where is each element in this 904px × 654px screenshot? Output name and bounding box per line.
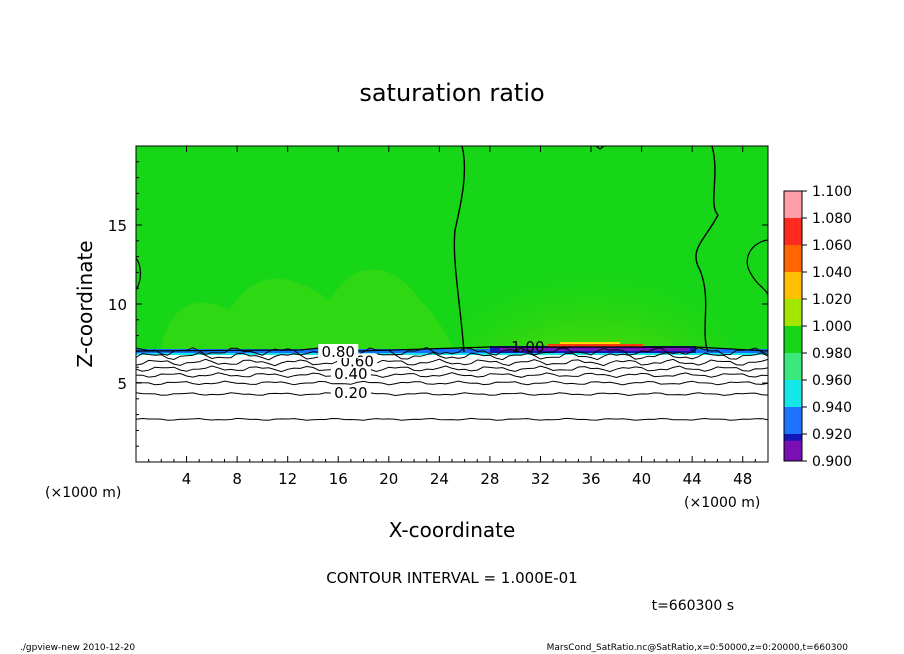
x-tick-label: 24 — [430, 470, 449, 488]
x-tick-label: 48 — [733, 470, 752, 488]
colorbar-label: 1.000 — [812, 319, 852, 335]
colorbar-label: 0.980 — [812, 346, 852, 362]
x-tick-label: 28 — [480, 470, 499, 488]
colorbar-label: 1.060 — [812, 238, 852, 254]
x-axis-unit-right: (×1000 m) — [684, 495, 760, 511]
contour-line — [136, 417, 768, 421]
contour-line — [136, 365, 768, 373]
cloud-base-band — [136, 349, 768, 353]
colorbar-label: 1.040 — [812, 265, 852, 281]
contour-1.00-right — [695, 146, 719, 353]
x-tick-label: 44 — [683, 470, 702, 488]
x-tick-label: 4 — [182, 470, 192, 488]
colorbar: 1.100 1.080 1.060 1.040 1.020 1.000 0.980 0.960… — [783, 184, 852, 470]
colorbar-swatch — [784, 191, 802, 218]
x-tick-label: 32 — [531, 470, 550, 488]
contour-lines — [136, 347, 768, 421]
colorbar-label: 1.020 — [812, 292, 852, 308]
contour-1.00-edge — [136, 257, 142, 291]
x-axis-ticks: 4 8 12 16 20 24 28 32 36 40 44 48 — [148, 146, 756, 488]
colorbar-swatch — [784, 245, 802, 272]
contour-label: 0.80 — [322, 343, 355, 361]
chart-title: saturation ratio — [359, 79, 544, 107]
x-tick-label: 12 — [278, 470, 297, 488]
x-tick-label: 16 — [329, 470, 348, 488]
contour-interval-text: CONTOUR INTERVAL = 1.000E-01 — [326, 569, 577, 587]
red-streak — [548, 344, 643, 347]
colorbar-label: 0.940 — [812, 400, 852, 416]
x-axis-label: X-coordinate — [389, 518, 516, 542]
colorbar-swatch — [784, 326, 802, 353]
contour-label: 0.20 — [334, 384, 367, 402]
contour-label-bg — [330, 385, 371, 400]
colorbar-swatch — [784, 380, 802, 407]
contour-1.00-left — [453, 146, 466, 353]
x-tick-label: 40 — [632, 470, 651, 488]
colorbar-label: 0.900 — [812, 454, 852, 470]
y-axis-label: Z-coordinate — [73, 240, 97, 367]
colorbar-swatch — [784, 353, 802, 380]
footer-right: MarsCond_SatRatio.nc@SatRatio,x=0:50000,… — [547, 643, 849, 653]
lighter-green-lobe-left — [160, 269, 455, 352]
contour-line — [136, 352, 768, 361]
x-tick-label: 8 — [232, 470, 242, 488]
y-tick-label: 5 — [117, 375, 127, 393]
contour-line — [136, 380, 768, 386]
plot-area — [136, 146, 768, 462]
contour-labels: 0.200.400.600.80 1.00 — [318, 338, 545, 402]
contour-line — [136, 372, 768, 379]
footer-left: ./gpview-new 2010-12-20 — [20, 643, 135, 653]
contour-1.00-blob — [746, 239, 768, 297]
colorbar-swatch — [784, 440, 802, 461]
y-tick-label: 15 — [108, 217, 127, 235]
colorbar-label: 0.960 — [812, 373, 852, 389]
colorbar-swatch — [784, 407, 802, 434]
colorbar-label: 1.100 — [812, 184, 852, 200]
contour-cloud-base — [136, 346, 768, 352]
colorbar-swatch — [784, 299, 802, 326]
colorbar-swatch — [784, 272, 802, 299]
x-tick-label: 20 — [379, 470, 398, 488]
y-tick-label: 10 — [108, 296, 127, 314]
dark-band-core — [500, 348, 690, 351]
time-label: t=660300 s — [652, 598, 734, 614]
colorbar-label: 1.080 — [812, 211, 852, 227]
contour-label-bg — [318, 343, 359, 358]
x-axis-unit-left: (×1000 m) — [45, 485, 121, 501]
colorbar-swatch — [784, 218, 802, 245]
contour-1.00-top — [595, 146, 605, 150]
colorbar-label: 0.920 — [812, 427, 852, 443]
yellow-streak — [560, 342, 620, 344]
contour-label-bg — [330, 366, 371, 381]
y-axis-ticks: 5 10 15 — [108, 161, 768, 447]
contour-label: 1.00 — [511, 338, 544, 356]
contour-label: 0.40 — [334, 365, 367, 383]
contour-line — [136, 358, 768, 367]
x-tick-label: 36 — [581, 470, 600, 488]
contour-line — [136, 392, 768, 397]
